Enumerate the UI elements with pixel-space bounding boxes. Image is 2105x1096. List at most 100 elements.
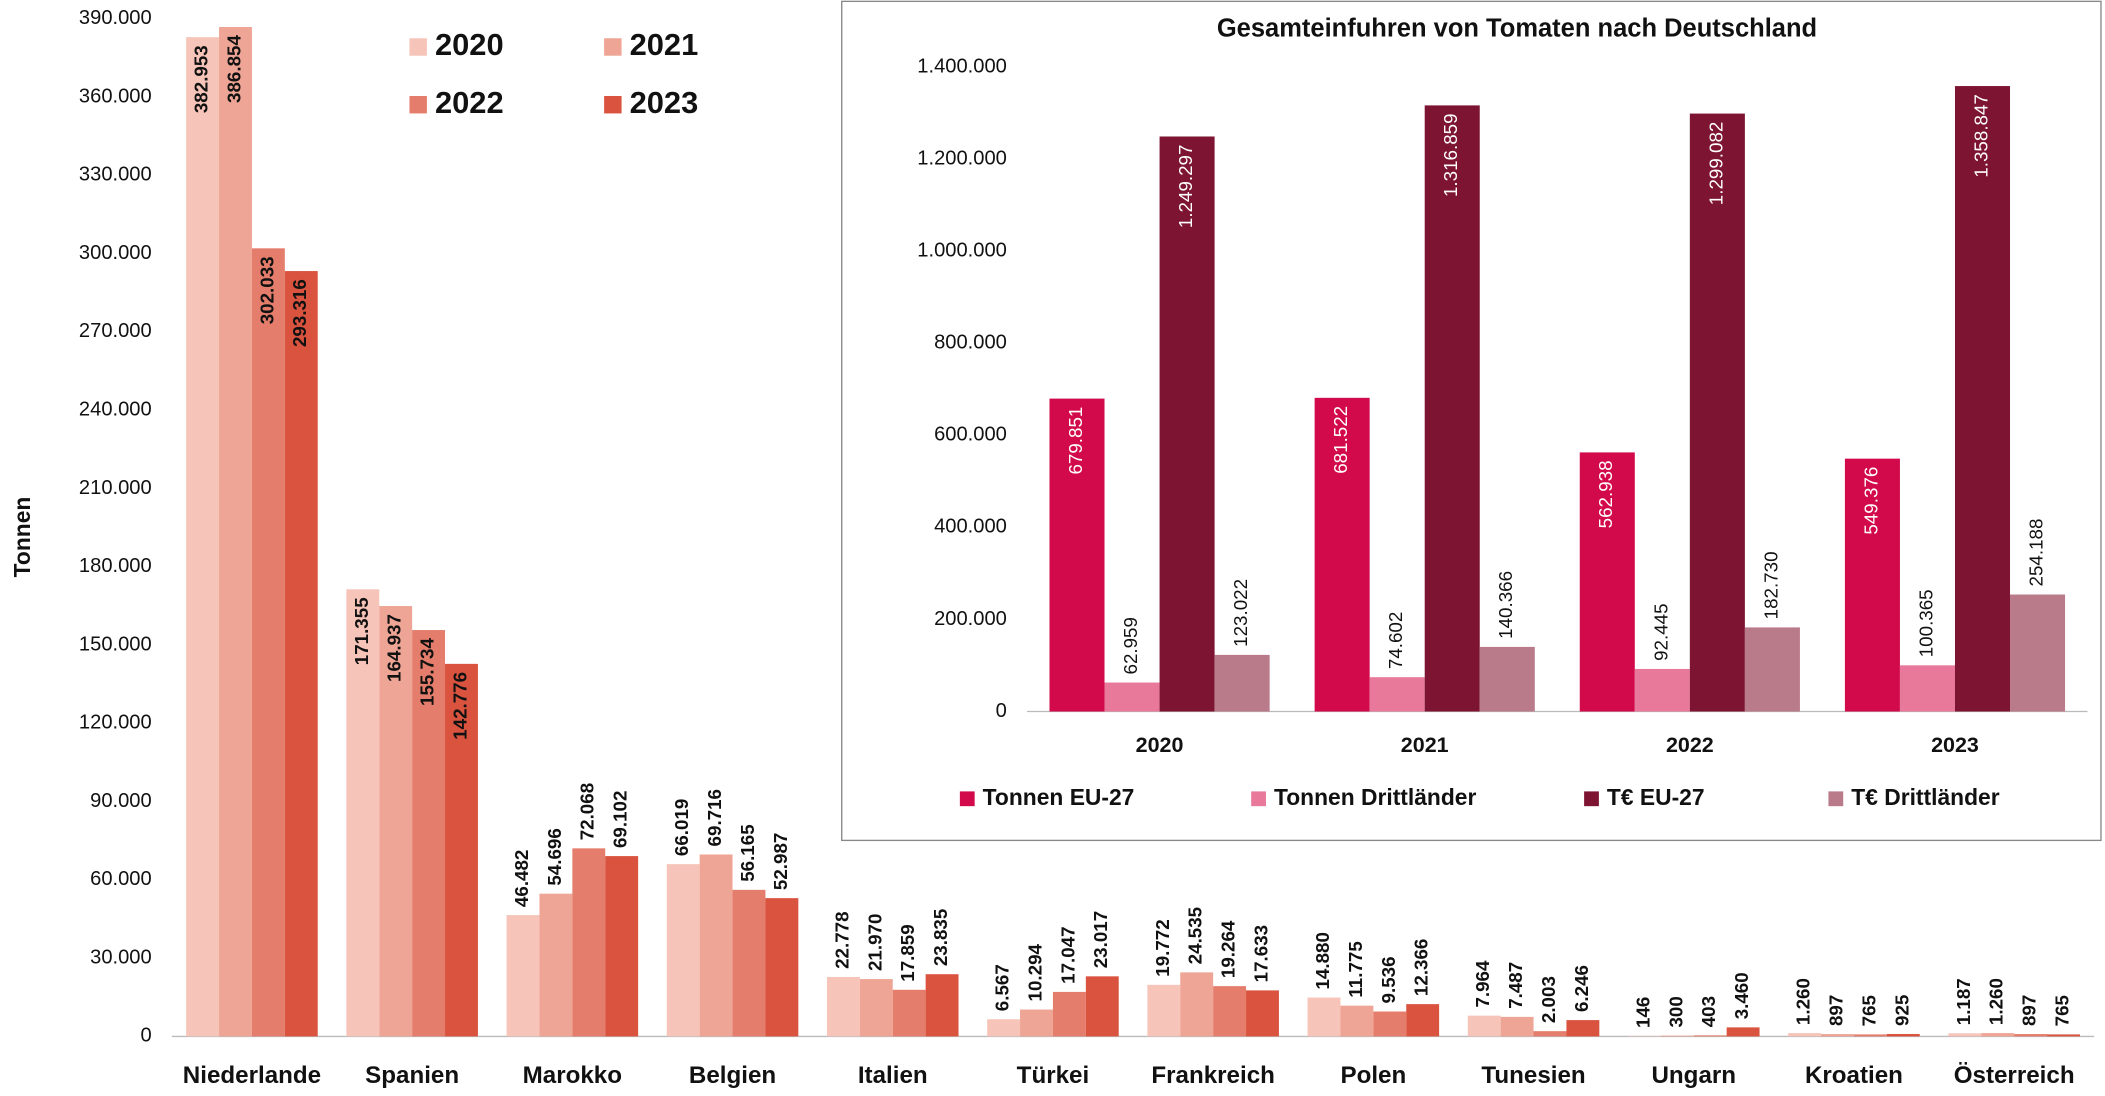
x-tick-label: Niederlande xyxy=(183,1062,321,1089)
value-label: 21.970 xyxy=(864,914,885,971)
y-tick-label: 240.000 xyxy=(79,398,152,420)
y-tick-label: 1.200.000 xyxy=(917,147,1007,169)
x-tick-label: 2021 xyxy=(1401,733,1449,757)
value-label: 69.716 xyxy=(704,789,725,846)
bar xyxy=(1886,1033,1920,1037)
bar xyxy=(1821,1034,1854,1037)
legend-label: Tonnen EU-27 xyxy=(983,784,1135,810)
value-label: 302.033 xyxy=(256,256,277,324)
y-tick-label: 180.000 xyxy=(79,555,152,577)
value-label: 100.365 xyxy=(1915,589,1936,657)
value-label: 549.376 xyxy=(1860,467,1881,535)
value-label: 897 xyxy=(1825,995,1846,1026)
legend-label: 2022 xyxy=(435,85,504,120)
bar xyxy=(2010,594,2066,712)
value-label: 23.017 xyxy=(1090,911,1111,968)
bar xyxy=(1104,682,1160,712)
bar xyxy=(1954,86,2011,712)
value-label: 74.602 xyxy=(1385,612,1406,669)
value-label: 300 xyxy=(1665,996,1686,1027)
bar xyxy=(1246,990,1279,1037)
y-tick-label: 0 xyxy=(140,1025,151,1047)
legend-swatch xyxy=(409,38,427,56)
bar xyxy=(1899,665,1955,712)
bar xyxy=(1159,136,1215,712)
value-label: 2.003 xyxy=(1538,976,1559,1023)
legend-label: 2023 xyxy=(630,85,699,120)
y-tick-label: 600.000 xyxy=(934,424,1007,446)
bar xyxy=(539,893,573,1037)
bar xyxy=(1213,986,1247,1037)
y-tick-label: 1.400.000 xyxy=(917,55,1007,77)
value-label: 765 xyxy=(1858,995,1879,1026)
bar xyxy=(1744,627,1800,712)
value-label: 1.260 xyxy=(1986,978,2007,1025)
bar xyxy=(1693,1035,1727,1037)
value-label: 140.366 xyxy=(1495,571,1516,639)
value-label: 72.068 xyxy=(577,783,598,840)
bar xyxy=(2014,1034,2048,1037)
value-label: 19.772 xyxy=(1152,919,1173,976)
value-label: 155.734 xyxy=(417,638,438,706)
value-label: 681.522 xyxy=(1330,406,1351,474)
y-tick-label: 300.000 xyxy=(79,242,152,264)
value-label: 19.264 xyxy=(1218,920,1239,978)
value-label: 17.047 xyxy=(1057,926,1078,983)
x-tick-label: Frankreich xyxy=(1151,1062,1275,1089)
bar xyxy=(1566,1020,1600,1037)
bar xyxy=(1214,654,1270,712)
bar xyxy=(1853,1034,1887,1037)
bar xyxy=(1373,1011,1407,1037)
value-label: 146 xyxy=(1632,997,1653,1028)
bar xyxy=(284,271,318,1037)
y-tick-label: 270.000 xyxy=(79,320,152,342)
legend-label: 2020 xyxy=(435,27,504,62)
value-label: 7.487 xyxy=(1505,962,1526,1009)
value-label: 1.249.297 xyxy=(1175,145,1196,229)
bar xyxy=(987,1019,1021,1037)
x-tick-label: Spanien xyxy=(365,1062,459,1089)
y-tick-label: 400.000 xyxy=(934,516,1007,538)
value-label: 24.535 xyxy=(1185,907,1206,964)
bar xyxy=(412,630,446,1037)
value-label: 925 xyxy=(1891,995,1912,1026)
value-label: 7.964 xyxy=(1472,960,1493,1008)
legend-swatch xyxy=(409,95,427,114)
bar xyxy=(925,974,959,1037)
y-tick-label: 210.000 xyxy=(79,477,152,499)
value-label: 46.482 xyxy=(511,850,532,907)
bar xyxy=(1689,113,1745,712)
legend-swatch xyxy=(1584,791,1599,807)
x-tick-label: Ungarn xyxy=(1651,1062,1736,1089)
value-label: 10.294 xyxy=(1024,943,1045,1001)
value-label: 164.937 xyxy=(384,614,405,682)
value-label: 254.188 xyxy=(2026,519,2047,587)
legend-swatch xyxy=(959,791,975,807)
bar xyxy=(892,989,926,1037)
bar xyxy=(1424,105,1480,712)
bar xyxy=(1020,1009,1053,1037)
bar xyxy=(1369,677,1425,712)
legend-swatch xyxy=(1251,791,1266,807)
y-tick-label: 90.000 xyxy=(90,790,152,812)
bar xyxy=(1467,1015,1501,1037)
y-tick-label: 0 xyxy=(996,700,1007,722)
bar xyxy=(379,606,413,1037)
value-label: 3.460 xyxy=(1731,972,1752,1019)
value-label: 182.730 xyxy=(1760,551,1781,619)
value-label: 11.775 xyxy=(1345,941,1366,997)
y-tick-label: 200.000 xyxy=(934,608,1007,630)
x-tick-label: Tunesien xyxy=(1481,1062,1585,1089)
value-label: 897 xyxy=(2019,995,2040,1026)
y-tick-label: 60.000 xyxy=(90,868,152,890)
y-tick-label: 330.000 xyxy=(79,164,152,186)
x-tick-label: Kroatien xyxy=(1805,1062,1903,1089)
y-tick-label: 30.000 xyxy=(90,946,152,968)
value-label: 171.355 xyxy=(351,597,372,665)
value-label: 1.358.847 xyxy=(1970,94,1991,178)
bar xyxy=(1726,1027,1760,1037)
bar xyxy=(251,248,285,1037)
bar xyxy=(219,27,252,1037)
bar xyxy=(1340,1005,1374,1037)
